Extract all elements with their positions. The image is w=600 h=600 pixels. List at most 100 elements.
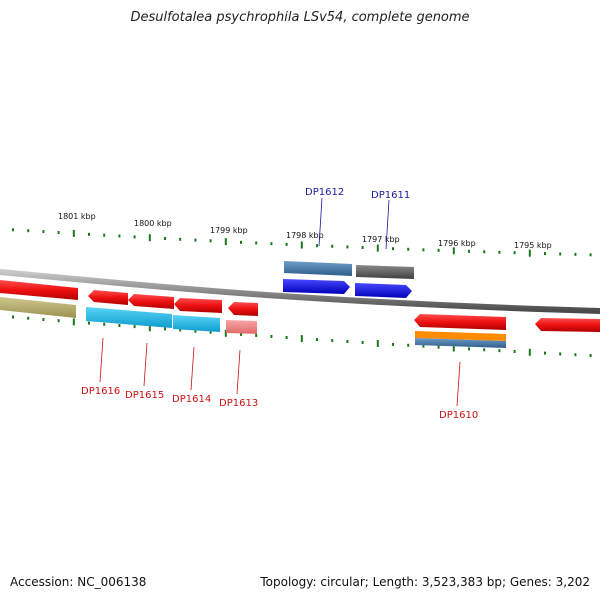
- lower-minor-tick: [437, 345, 440, 349]
- lower-minor-tick: [346, 340, 349, 343]
- gene-dp1613-pink[interactable]: [226, 320, 257, 334]
- upper-minor-tick: [483, 250, 486, 254]
- lower-minor-tick: [316, 338, 318, 342]
- lower-minor-tick: [194, 329, 197, 333]
- lower-minor-tick: [483, 348, 486, 352]
- lower-major-tick: [148, 324, 151, 332]
- lower-minor-tick: [164, 327, 166, 331]
- upper-minor-tick: [194, 238, 197, 242]
- gene-dp1616-cyan[interactable]: [86, 307, 172, 328]
- upper-minor-tick: [392, 247, 394, 251]
- upper-minor-tick: [27, 229, 30, 233]
- gene-dp1611-blue[interactable]: [355, 283, 412, 298]
- upper-minor-tick: [407, 247, 410, 251]
- genome-summary: Topology: circular; Length: 3,523,383 bp…: [260, 575, 590, 589]
- upper-major-tick: [224, 238, 227, 246]
- leader-dp1614: [190, 346, 195, 391]
- lower-major-tick: [224, 329, 227, 337]
- gene-left-olive[interactable]: [0, 297, 76, 318]
- scale-label: 1795 kbp: [514, 241, 552, 250]
- gene-dp1614-red[interactable]: [174, 298, 222, 313]
- gene-right-red[interactable]: [535, 318, 600, 332]
- upper-minor-tick: [240, 240, 242, 244]
- lower-minor-tick: [589, 354, 592, 357]
- lower-minor-tick: [88, 321, 90, 325]
- lower-minor-tick: [27, 316, 30, 320]
- upper-minor-tick: [12, 228, 14, 232]
- upper-minor-tick: [179, 237, 182, 241]
- gene-dp1610-red[interactable]: [414, 314, 506, 330]
- upper-genes: [283, 261, 414, 298]
- gene-dp1611-gray[interactable]: [356, 265, 414, 279]
- lower-minor-tick: [42, 318, 45, 321]
- lower-minor-tick: [392, 342, 394, 346]
- upper-tick-track: [12, 228, 592, 257]
- gene-dp1610-steel[interactable]: [415, 338, 506, 348]
- upper-minor-tick: [437, 248, 440, 252]
- upper-minor-tick: [103, 233, 106, 237]
- leader-dp1612: [318, 197, 323, 247]
- lower-tick-track: [12, 315, 592, 357]
- upper-major-tick: [72, 229, 75, 237]
- leader-dp1610: [456, 361, 461, 407]
- upper-minor-tick: [331, 244, 334, 248]
- scale-label: 1796 kbp: [438, 239, 476, 248]
- lower-minor-tick: [179, 328, 182, 332]
- lower-minor-tick: [103, 322, 106, 326]
- gene-dp1616-red[interactable]: [88, 290, 128, 305]
- lower-minor-tick: [118, 324, 121, 327]
- lower-minor-tick: [407, 343, 410, 347]
- lower-major-tick: [528, 348, 531, 356]
- scale-label: 1797 kbp: [362, 235, 400, 244]
- upper-minor-tick: [270, 242, 273, 246]
- lower-minor-tick: [270, 335, 273, 338]
- upper-minor-tick: [42, 230, 45, 234]
- upper-minor-tick: [422, 248, 425, 252]
- upper-minor-tick: [57, 231, 60, 234]
- lower-minor-tick: [544, 351, 546, 355]
- gene-dp1613-red[interactable]: [228, 302, 258, 316]
- gene-dp1612-blue[interactable]: [283, 279, 350, 294]
- upper-minor-tick: [209, 239, 212, 243]
- upper-major-tick: [376, 244, 379, 252]
- gene-dp1610-orange[interactable]: [415, 331, 506, 341]
- gene-dp1614-cyan[interactable]: [173, 315, 220, 332]
- upper-minor-tick: [285, 242, 288, 246]
- leader-lines: [99, 197, 461, 407]
- lower-minor-tick: [255, 334, 258, 337]
- gene-label-dp1611[interactable]: DP1611: [371, 190, 410, 201]
- lower-minor-tick: [513, 350, 516, 353]
- gene-label-dp1610[interactable]: DP1610: [439, 410, 478, 421]
- gene-label-dp1614[interactable]: DP1614: [172, 394, 211, 405]
- leader-dp1615: [143, 342, 148, 387]
- scale-label: 1798 kbp: [286, 231, 324, 240]
- lower-minor-tick: [559, 352, 562, 356]
- upper-minor-tick: [164, 237, 166, 240]
- scale-label: 1800 kbp: [134, 219, 172, 228]
- accession-text: Accession: NC_006138: [10, 575, 147, 589]
- upper-minor-tick: [316, 244, 318, 248]
- gene-label-dp1616[interactable]: DP1616: [81, 386, 120, 397]
- gene-label-dp1612[interactable]: DP1612: [305, 187, 344, 198]
- lower-minor-tick: [285, 336, 288, 339]
- upper-minor-tick: [88, 232, 90, 236]
- lower-minor-tick: [133, 325, 136, 329]
- upper-minor-tick: [346, 245, 349, 249]
- genome-backbone: [0, 269, 600, 314]
- upper-minor-tick: [559, 252, 562, 256]
- lower-major-tick: [72, 318, 75, 326]
- gene-dp1615-red[interactable]: [128, 294, 174, 309]
- gene-label-dp1613[interactable]: DP1613: [219, 398, 258, 409]
- lower-minor-tick: [361, 341, 364, 344]
- lower-minor-tick: [12, 315, 14, 319]
- lower-major-tick: [300, 335, 303, 343]
- lower-minor-tick: [498, 349, 501, 353]
- lower-minor-tick: [422, 344, 425, 348]
- gene-dp1612-steel[interactable]: [284, 261, 352, 276]
- upper-minor-tick: [589, 253, 592, 257]
- gene-label-dp1615[interactable]: DP1615: [125, 390, 164, 401]
- upper-minor-tick: [468, 249, 470, 253]
- upper-minor-tick: [118, 234, 121, 238]
- gene-left-red[interactable]: [0, 280, 78, 300]
